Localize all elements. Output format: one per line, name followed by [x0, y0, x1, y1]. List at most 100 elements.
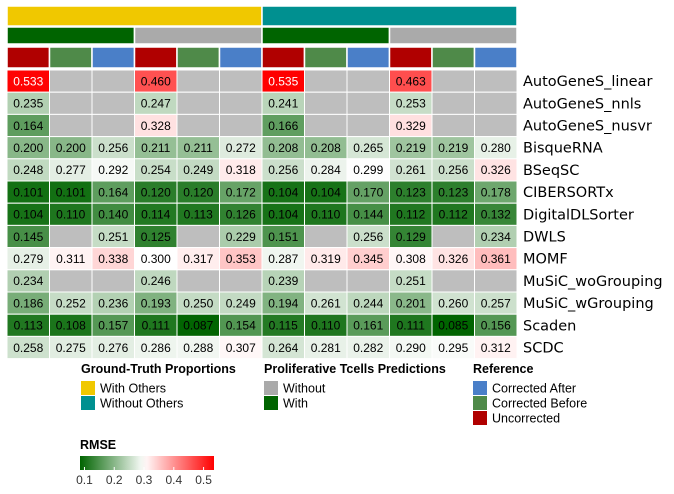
cell-value-label: 0.277: [56, 163, 86, 177]
cell-value-label: 0.211: [184, 141, 213, 155]
cell-value-label: 0.201: [396, 296, 426, 310]
legend-swatch: [473, 411, 487, 425]
legend-swatch: [81, 396, 95, 410]
cell-value-label: 0.300: [141, 252, 171, 266]
annotation-proliferative-segment: [261, 26, 391, 45]
cell-value-label: 0.256: [98, 141, 128, 155]
heatmap-cell: [304, 91, 348, 115]
cell-value-label: 0.256: [438, 163, 468, 177]
cell-value-label: 0.308: [396, 252, 426, 266]
cell-value-label: 0.251: [396, 274, 426, 288]
cell-value-label: 0.200: [56, 141, 86, 155]
heatmap-cell: [219, 113, 263, 138]
legend-swatch: [473, 381, 487, 395]
annotation-reference-segment: [388, 46, 433, 69]
cell-value-label: 0.170: [353, 185, 383, 199]
cell-value-label: 0.246: [141, 274, 171, 288]
cell-value-label: 0.211: [141, 141, 170, 155]
cell-value-label: 0.111: [142, 319, 171, 333]
legend-swatch: [264, 396, 278, 410]
cell-value-label: 0.239: [268, 274, 298, 288]
cell-value-label: 0.114: [141, 208, 170, 222]
legend-title: Ground-Truth Proportions: [81, 362, 236, 376]
cell-value-label: 0.178: [481, 185, 511, 199]
row-label: MuSiC_woGrouping: [523, 274, 663, 290]
row-label: AutoGeneS_nusvr: [523, 119, 652, 135]
cell-value-label: 0.295: [438, 341, 468, 355]
heatmap-cell: [219, 69, 263, 93]
cell-value-label: 0.110: [311, 319, 340, 333]
cell-value-label: 0.234: [13, 274, 43, 288]
cell-value-label: 0.111: [397, 319, 426, 333]
heatmap-cell: [91, 69, 135, 93]
cell-value-label: 0.319: [311, 252, 341, 266]
cell-value-label: 0.085: [438, 319, 468, 333]
heatmap-cell: [431, 69, 475, 93]
cell-value-label: 0.108: [56, 319, 86, 333]
cell-value-label: 0.154: [226, 319, 256, 333]
cell-value-label: 0.318: [226, 163, 256, 177]
cell-value-label: 0.144: [353, 208, 383, 222]
row-label: MuSiC_wGrouping: [523, 296, 654, 312]
cell-value-label: 0.112: [396, 208, 425, 222]
heatmap-cell: [431, 113, 475, 138]
cell-value-label: 0.126: [226, 208, 256, 222]
cell-value-label: 0.257: [481, 296, 511, 310]
cell-value-label: 0.172: [226, 185, 256, 199]
heatmap-cell: [49, 224, 93, 249]
cell-value-label: 0.288: [183, 341, 213, 355]
annotation-reference-segment: [91, 46, 136, 69]
heatmap-cell: [431, 91, 475, 115]
cell-value-label: 0.286: [141, 341, 171, 355]
cell-value-label: 0.219: [438, 141, 468, 155]
heatmap-cell: [91, 113, 135, 138]
cell-value-label: 0.258: [13, 341, 43, 355]
cell-value-label: 0.104: [311, 185, 341, 199]
heatmap-cell: [431, 269, 475, 293]
cell-value-label: 0.132: [481, 208, 511, 222]
heatmap-cell: [304, 113, 348, 138]
cell-value-label: 0.208: [268, 141, 298, 155]
cell-value-label: 0.113: [184, 208, 213, 222]
cell-value-label: 0.282: [353, 341, 383, 355]
heatmap-cell: [91, 91, 135, 115]
annotation-reference-segment: [303, 46, 348, 69]
legend-label: Uncorrected: [492, 412, 560, 426]
cell-value-label: 0.328: [141, 119, 171, 133]
cell-value-label: 0.312: [481, 341, 511, 355]
annotation-reference-segment: [346, 46, 391, 69]
cell-value-label: 0.186: [13, 296, 43, 310]
row-label: DWLS: [523, 230, 566, 246]
cell-value-label: 0.104: [268, 185, 298, 199]
colorbar-tick-label: 0.5: [195, 473, 212, 487]
cell-value-label: 0.235: [13, 97, 43, 111]
heatmap-cell: [219, 91, 263, 115]
row-label: CIBERSORTx: [523, 185, 614, 201]
legend-swatch: [81, 381, 95, 395]
cell-value-label: 0.261: [311, 296, 341, 310]
cell-value-label: 0.244: [353, 296, 383, 310]
heatmap-cell: [176, 69, 220, 93]
cell-value-label: 0.317: [183, 252, 213, 266]
cell-value-label: 0.115: [269, 319, 298, 333]
cell-value-label: 0.104: [13, 208, 43, 222]
cell-value-label: 0.533: [13, 74, 43, 88]
cell-value-label: 0.261: [396, 163, 426, 177]
heatmap-cell: [474, 91, 518, 115]
cell-value-label: 0.252: [56, 296, 86, 310]
annotation-ground-truth-segment: [6, 5, 263, 27]
cell-value-label: 0.164: [13, 119, 43, 133]
cell-value-label: 0.104: [268, 208, 298, 222]
cell-value-label: 0.145: [13, 230, 43, 244]
column-annotations: [6, 5, 518, 69]
cell-value-label: 0.254: [141, 163, 171, 177]
annotation-proliferative-segment: [133, 26, 263, 45]
legend-swatch: [473, 396, 487, 410]
cell-value-label: 0.249: [226, 296, 256, 310]
heatmap-cell: [346, 113, 390, 138]
heatmap-cell: [304, 69, 348, 93]
cell-value-label: 0.299: [353, 163, 383, 177]
colorbar-title: RMSE: [80, 438, 116, 452]
cell-value-label: 0.272: [226, 141, 256, 155]
